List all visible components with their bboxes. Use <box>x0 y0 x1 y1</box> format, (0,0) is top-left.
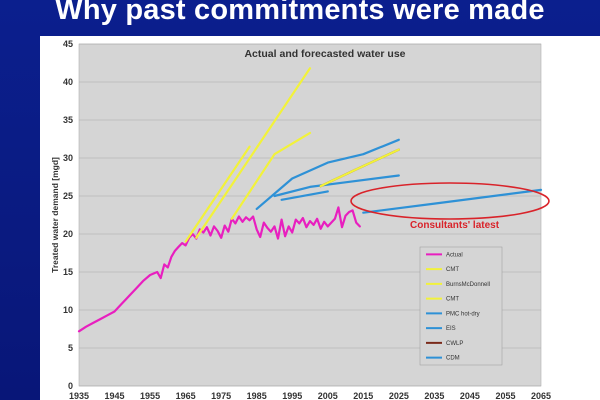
legend-label: EIS <box>446 326 456 332</box>
consultants-latest-annotation: Consultants' latest <box>410 220 500 231</box>
series-line-pmc-hot-dry <box>255 138 400 210</box>
x-tick-label: 2065 <box>531 391 551 400</box>
x-tick-labels: 1935 1945 1955 1965 1975 1985 1995 2005 2015 2025… <box>69 391 551 400</box>
y-axis-label: Treated water demand [mgd] <box>50 157 60 273</box>
y-tick-label: 40 <box>63 77 73 87</box>
x-tick-label: 2045 <box>460 391 480 400</box>
y-tick-label: 0 <box>68 381 73 391</box>
slide-title: Why past commitments were made <box>55 0 545 26</box>
legend-label: Actual <box>446 252 463 258</box>
legend-label: CDM <box>446 356 460 362</box>
x-tick-label: 2005 <box>318 391 338 400</box>
series-lines <box>77 67 543 333</box>
x-tick-label: 2035 <box>424 391 444 400</box>
legend-label: CMT <box>446 267 459 273</box>
y-tick-label: 25 <box>63 191 73 201</box>
x-tick-label: 1935 <box>69 391 89 400</box>
y-tick-label: 30 <box>63 153 73 163</box>
x-tick-label: 2015 <box>353 391 373 400</box>
series-line-burnsmcdonnell <box>195 67 312 239</box>
legend-label: CMT <box>446 297 459 303</box>
y-tick-label: 15 <box>63 267 73 277</box>
x-tick-label: 1955 <box>140 391 160 400</box>
chart-title: Actual and forecasted water use <box>244 48 405 60</box>
consultants-latest-ellipse <box>350 182 550 220</box>
series-line-actual <box>77 206 361 333</box>
forecast-line-extra <box>319 148 400 188</box>
x-tick-label: 1965 <box>176 391 196 400</box>
x-tick-label: 1975 <box>211 391 231 400</box>
y-tick-label: 5 <box>68 343 73 353</box>
legend-label: PMC hot-dry <box>446 311 480 317</box>
y-tick-label: 35 <box>63 115 73 125</box>
forecast-line-extra <box>280 190 329 201</box>
x-tick-label: 2055 <box>495 391 515 400</box>
series-line-cdm <box>362 188 543 214</box>
legend-box <box>419 246 503 366</box>
y-tick-label: 10 <box>63 305 73 315</box>
legend: Actual CMT BurnsMcDonnell CMT PMC hot-dry EIS… <box>419 246 503 366</box>
y-tick-labels: 0 5 10 15 20 25 30 35 40 45 <box>63 39 73 391</box>
x-tick-label: 1945 <box>105 391 125 400</box>
x-tick-label: 1995 <box>282 391 302 400</box>
x-tick-label: 2025 <box>389 391 409 400</box>
legend-label: CWLP <box>446 341 463 347</box>
y-tick-label: 20 <box>63 229 73 239</box>
series-line-eis <box>273 174 400 198</box>
series-line-cmt <box>184 145 251 243</box>
y-tick-label: 45 <box>63 39 73 49</box>
legend-label: BurnsMcDonnell <box>446 282 490 288</box>
series-line-cmt <box>230 131 312 220</box>
x-tick-label: 1985 <box>247 391 267 400</box>
